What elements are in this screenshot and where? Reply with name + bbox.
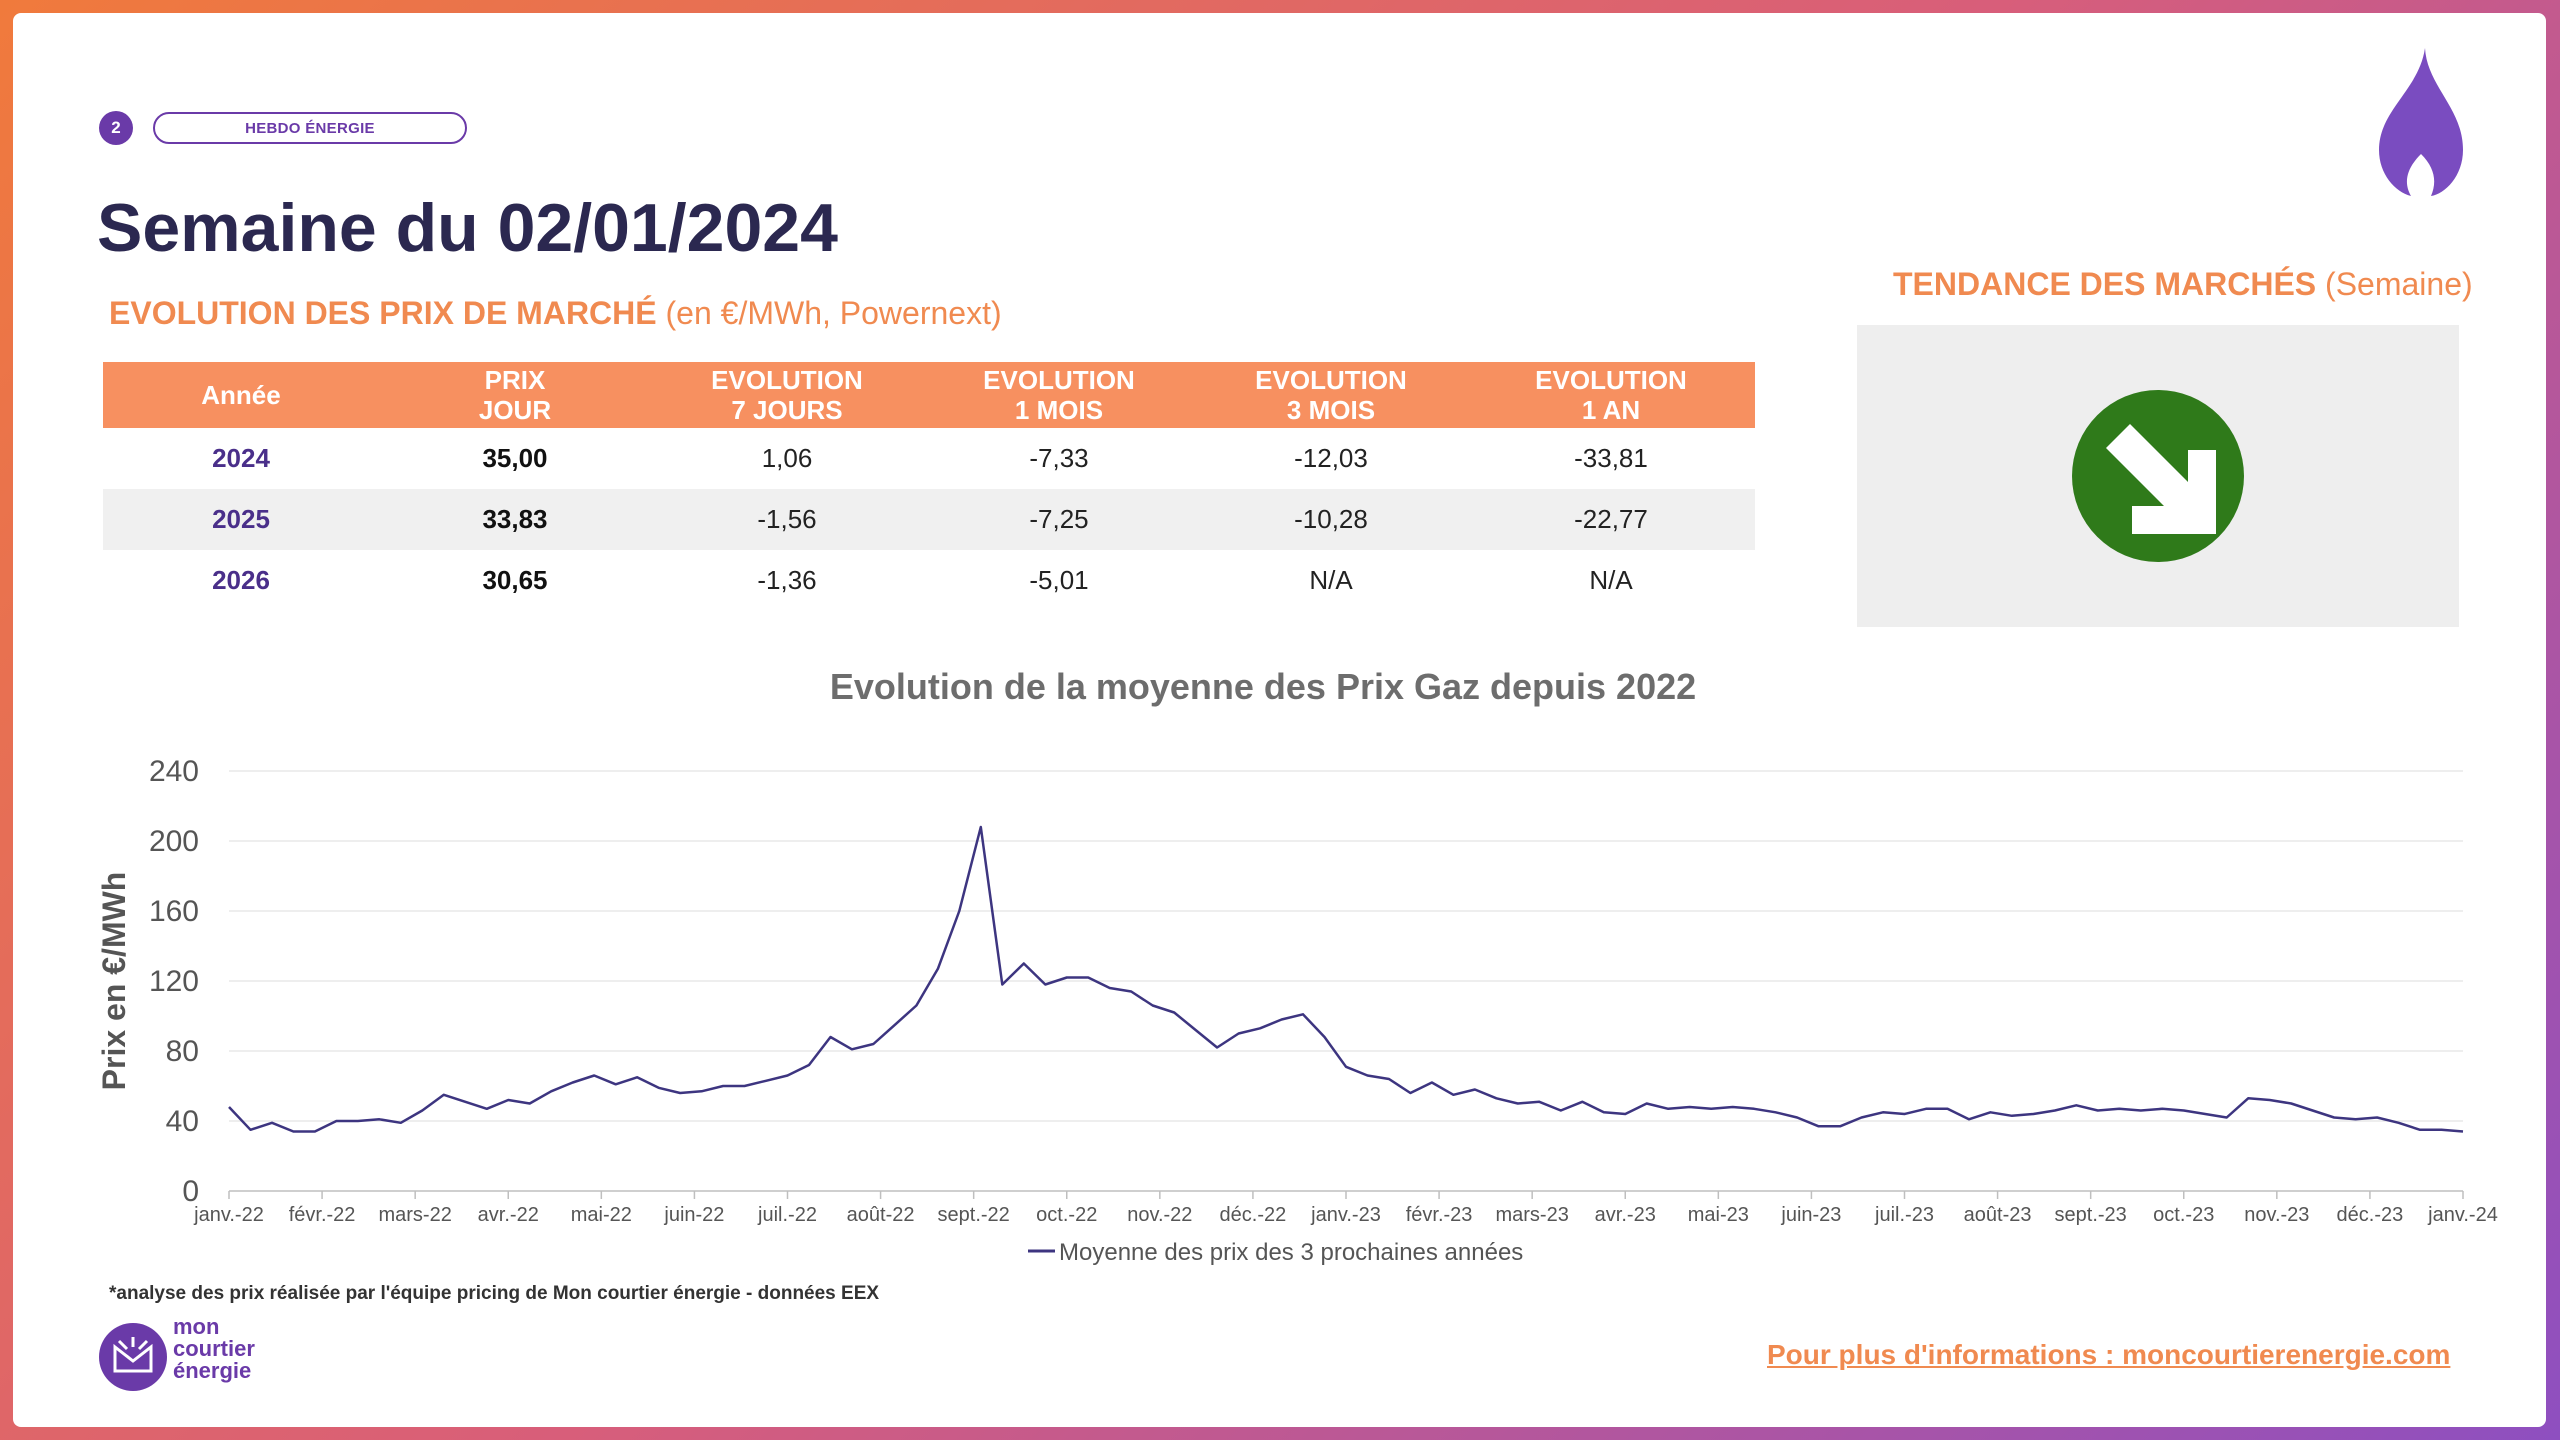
trend-title: TENDANCE DES MARCHÉS (Semaine) [1893,266,2473,303]
x-tick-label: avr.-22 [478,1204,539,1226]
cell-evo-7j: 1,06 [761,443,813,473]
slide: 2 HEBDO ÉNERGIE Semaine du 02/01/2024 EV… [13,13,2546,1427]
x-tick-label: oct.-22 [1036,1204,1097,1226]
section-title-light: (en €/MWh, Powernext) [665,295,1002,331]
x-tick-label: févr.-23 [1406,1204,1473,1226]
gas-price-chart: Evolution de la moyenne des Prix Gaz dep… [96,666,2498,1266]
y-tick-label: 200 [149,825,199,858]
cell-evo-1m: -7,25 [923,489,1195,550]
x-tick-label: mai-22 [571,1204,632,1226]
x-tick-label: juil.-23 [1874,1204,1934,1226]
x-tick-label: août-23 [1964,1204,2032,1226]
logo-line: courtier [173,1336,255,1361]
header-evolution-3m: EVOLUTION 3 MOIS [1195,362,1467,428]
logo-line: énergie [173,1358,252,1383]
x-tick-label: mars-22 [378,1204,451,1226]
x-tick-label: avr.-23 [1595,1204,1656,1226]
y-tick-label: 80 [166,1035,199,1068]
header-evolution-1an: EVOLUTION 1 AN [1467,362,1755,428]
cell-evo-3m: N/A [1309,565,1353,595]
arrow-down-right-icon [2072,390,2244,562]
page-number: 2 [99,111,133,145]
cell-evo-1an: -22,77 [1467,489,1755,550]
x-tick-label: août-22 [847,1204,915,1226]
cell-year: 2025 [103,489,379,550]
x-tick-label: oct.-23 [2153,1204,2214,1226]
y-tick-label: 0 [182,1175,199,1208]
x-tick-label: déc.-22 [1220,1204,1287,1226]
table-row: 2025 33,83 -1,56 -7,25 -10,28 -22,77 [103,489,1755,550]
x-tick-label: janv.-22 [193,1204,264,1226]
cell-evo-1an: N/A [1589,565,1633,595]
section-title-bold: EVOLUTION DES PRIX DE MARCHÉ [109,295,657,331]
cell-year: 2026 [212,565,270,595]
table-header-row: Année PRIX JOUR EVOLUTION 7 JOURS EVOLUTIO… [103,362,1755,428]
logo-icon [99,1323,167,1391]
flame-icon [2379,48,2463,196]
cell-price: 30,65 [482,565,548,595]
page-title: Semaine du 02/01/2024 [97,190,838,266]
x-tick-label: juil.-22 [757,1204,817,1226]
cell-evo-3m: -10,28 [1195,489,1467,550]
y-tick-label: 240 [149,755,199,788]
cell-evo-3m: -12,03 [1294,443,1368,473]
cell-evo-7j: -1,56 [651,489,923,550]
y-axis-label: Prix en €/MWh [96,872,132,1091]
x-tick-label: sept.-23 [2055,1204,2127,1226]
legend-label: Moyenne des prix des 3 prochaines années [1059,1239,1523,1266]
x-tick-label: févr.-22 [289,1204,356,1226]
cell-price: 35,00 [482,443,548,473]
y-tick-label: 40 [166,1105,199,1138]
table-row: 2026 30,65 -1,36 -5,01 N/A N/A [103,550,1755,611]
cell-evo-1m: -7,33 [1029,443,1089,473]
header-evolution-7j: EVOLUTION 7 JOURS [651,362,923,428]
cell-evo-7j: -1,36 [757,565,817,595]
logo-line: mon [173,1314,220,1339]
section-title: EVOLUTION DES PRIX DE MARCHÉ (en €/MWh, … [109,295,1002,332]
y-tick-label: 160 [149,895,199,928]
x-tick-label: mai-23 [1688,1204,1749,1226]
more-info-link[interactable]: Pour plus d'informations : moncourtieren… [1767,1339,2451,1370]
header-annee: Année [103,362,379,428]
x-tick-label: déc.-23 [2337,1204,2404,1226]
price-table: Année PRIX JOUR EVOLUTION 7 JOURS EVOLUTIO… [103,362,1755,611]
hebdo-badge: HEBDO ÉNERGIE [153,112,467,144]
chart-title: Evolution de la moyenne des Prix Gaz dep… [830,666,1696,707]
table-row: 2024 35,00 1,06 -7,33 -12,03 -33,81 [103,428,1755,489]
y-tick-label: 120 [149,965,199,998]
x-tick-label: nov.-23 [2244,1204,2309,1226]
x-tick-label: mars-23 [1495,1204,1568,1226]
series-line [228,825,2464,1133]
footnote: *analyse des prix réalisée par l'équipe … [109,1283,880,1304]
trend-title-bold: TENDANCE DES MARCHÉS [1893,266,2317,302]
cell-price: 33,83 [379,489,651,550]
trend-panel [1857,325,2459,627]
logo-text: mon courtier énergie [173,1316,255,1382]
x-tick-label: janv.-23 [1310,1204,1381,1226]
x-tick-label: sept.-22 [938,1204,1010,1226]
x-tick-label: juin-23 [1780,1204,1841,1226]
trend-title-light: (Semaine) [2325,266,2473,302]
header-evolution-1m: EVOLUTION 1 MOIS [923,362,1195,428]
cell-evo-1m: -5,01 [1029,565,1089,595]
cell-evo-1an: -33,81 [1574,443,1648,473]
header-prix-jour: PRIX JOUR [379,362,651,428]
x-tick-label: nov.-22 [1127,1204,1192,1226]
x-tick-label: janv.-24 [2427,1204,2498,1226]
cell-year: 2024 [212,443,270,473]
x-tick-label: juin-22 [663,1204,724,1226]
